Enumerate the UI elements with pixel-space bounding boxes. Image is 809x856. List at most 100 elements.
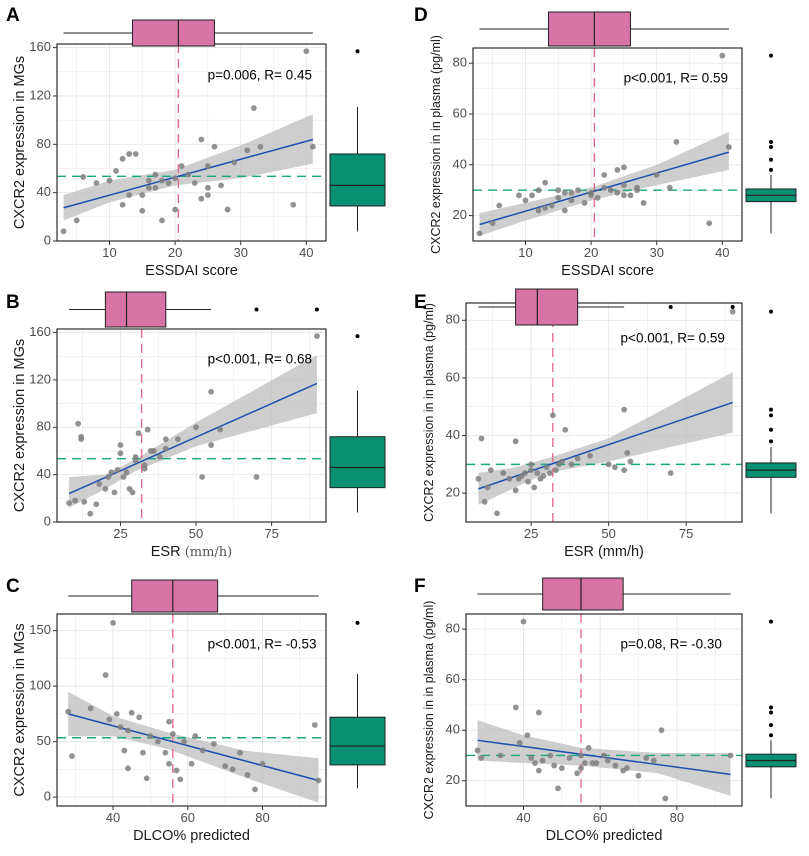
data-point [601, 172, 608, 178]
x-tick-label: 60 [181, 810, 195, 825]
data-point [566, 755, 573, 761]
x-tick-label: 50 [189, 526, 203, 541]
data-point [621, 406, 628, 413]
plot-frame [465, 302, 743, 523]
x-axis-title: DLCO% predicted [133, 828, 250, 844]
data-point [193, 424, 199, 431]
y-axis-title: CXCR2 expression in in plasma (pg/ml) [422, 303, 436, 522]
data-point [159, 217, 165, 224]
data-point [551, 762, 558, 769]
data-point [172, 206, 178, 213]
data-point [546, 470, 553, 476]
data-point [244, 147, 251, 154]
x-tick-label: 40 [299, 245, 313, 260]
data-point [559, 458, 566, 465]
data-point [621, 192, 627, 199]
data-point [205, 192, 211, 198]
data-point [611, 464, 618, 471]
data-point [208, 388, 215, 395]
data-point [535, 767, 542, 774]
data-point [553, 467, 559, 474]
y-tick-label: 80 [37, 136, 51, 151]
y-tick-label: 100 [29, 678, 51, 693]
data-point [531, 484, 538, 491]
data-point [516, 739, 523, 746]
data-point [627, 192, 634, 199]
right-marginal-boxplot [745, 53, 797, 234]
panel-label: D [414, 5, 428, 26]
boxplot-outlier [769, 705, 773, 710]
x-tick-label: 75 [264, 526, 278, 541]
data-point [627, 458, 634, 465]
boxplot-box [329, 153, 386, 207]
data-point [145, 184, 152, 191]
y-tick-label: 40 [453, 156, 467, 171]
data-point [198, 136, 205, 143]
data-point [136, 714, 143, 721]
y-tick-label: 60 [453, 105, 467, 120]
plot-frame [56, 613, 327, 807]
data-point [574, 770, 581, 777]
data-point [612, 762, 619, 769]
data-point [512, 704, 519, 711]
top-marginal-boxplot [63, 19, 313, 47]
data-point [139, 192, 146, 198]
data-point [535, 709, 542, 716]
data-point [253, 474, 260, 480]
data-point [128, 709, 135, 716]
panel-label: F [414, 576, 426, 597]
boxplot-outlier [769, 407, 773, 412]
data-point [259, 760, 266, 767]
boxplot-outlier [355, 334, 360, 339]
data-point [166, 718, 172, 725]
y-tick-label: 40 [446, 427, 460, 442]
x-tick-label: 80 [670, 810, 684, 825]
data-point [725, 144, 732, 150]
data-point [117, 450, 124, 457]
data-point [143, 775, 150, 782]
boxplot-outlier [769, 439, 773, 444]
data-point [87, 705, 94, 712]
data-point [66, 500, 72, 506]
data-point [222, 763, 229, 769]
data-point [252, 786, 258, 793]
data-point [80, 174, 87, 180]
data-point [135, 430, 142, 437]
data-point [81, 498, 88, 505]
data-point [635, 772, 642, 779]
data-point [494, 510, 500, 517]
y-tick-label: 40 [37, 466, 51, 481]
data-point [497, 752, 504, 759]
boxplot-box [329, 436, 386, 489]
y-axis-title: CXCR2 expression in MGs [12, 339, 28, 512]
plot-content [57, 329, 326, 522]
x-tick-label: 40 [715, 245, 729, 260]
data-point [581, 760, 588, 766]
data-point [561, 189, 568, 196]
data-point [237, 749, 243, 756]
data-point [303, 48, 310, 55]
data-point [75, 420, 82, 427]
data-point [474, 747, 481, 754]
x-tick-label: 20 [584, 245, 598, 260]
data-point [126, 151, 133, 157]
data-point [119, 201, 126, 208]
data-point [162, 445, 169, 452]
data-point [568, 461, 575, 468]
data-point [528, 755, 535, 761]
data-point [621, 182, 627, 189]
panel-label: C [6, 576, 20, 597]
x-axis-title: ESSDAI score [145, 263, 238, 279]
data-point [108, 469, 115, 476]
y-axis-title: CXCR2 expression in in plasma (pg/ml) [422, 601, 436, 820]
data-point [60, 228, 67, 235]
boxplot-outlier [254, 307, 259, 312]
data-point [624, 449, 631, 456]
data-point [106, 716, 113, 723]
right-marginal-boxplot [745, 309, 797, 514]
data-point [244, 772, 251, 778]
plot-frame [465, 613, 743, 807]
data-point [205, 184, 211, 191]
data-point [568, 189, 575, 196]
